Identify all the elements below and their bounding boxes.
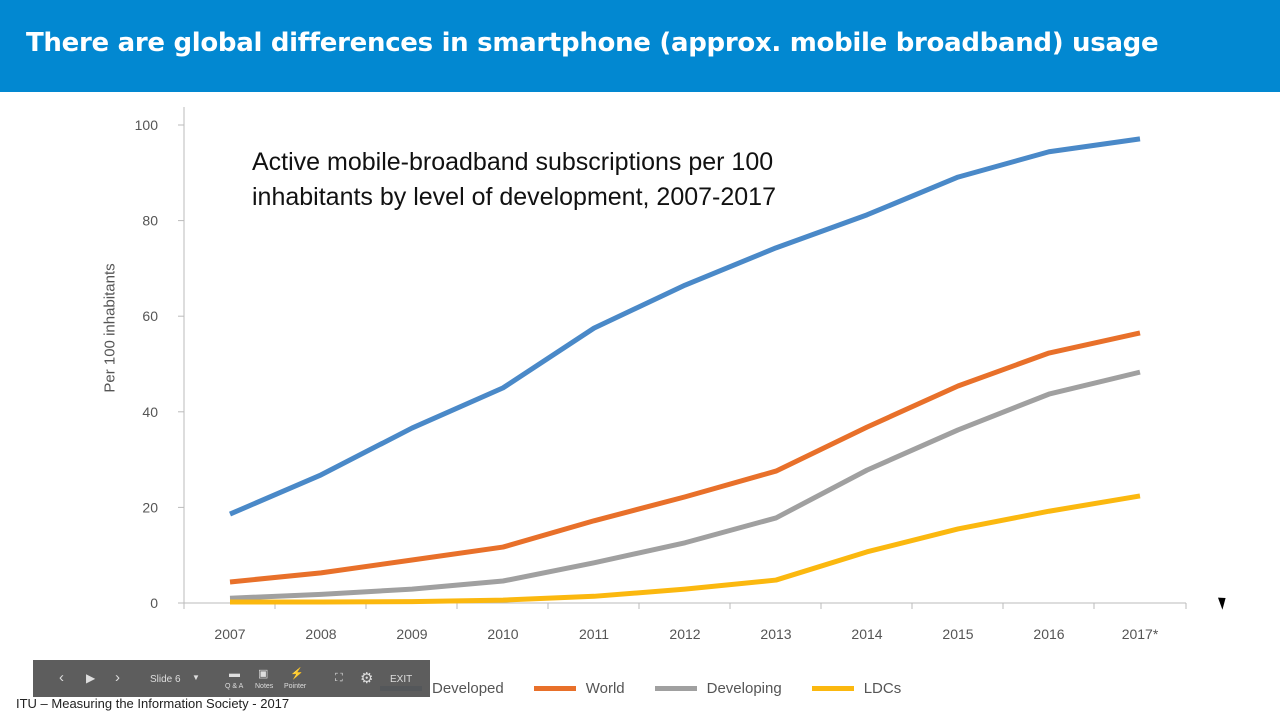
x-tick-label: 2010 <box>487 626 518 642</box>
next-slide-icon[interactable]: › <box>115 669 120 686</box>
x-tick-label: 2017* <box>1122 626 1159 642</box>
pointer-button[interactable]: Pointer <box>284 683 307 690</box>
previous-slide-icon[interactable]: ‹ <box>59 669 64 686</box>
qa-button[interactable]: Q & A <box>225 683 244 690</box>
notes-icon[interactable]: ▣ <box>258 668 269 680</box>
legend-label: Developing <box>706 680 782 697</box>
exit-button[interactable]: EXIT <box>390 674 413 685</box>
chart-title: Active mobile-broadband subscriptions pe… <box>252 145 776 215</box>
x-tick-label: 2014 <box>851 626 882 642</box>
y-tick-label: 40 <box>142 404 158 420</box>
legend-label: Developed <box>432 680 504 697</box>
legend: Developed World Developing LDCs <box>380 680 931 697</box>
x-tick-label: 2008 <box>305 626 336 642</box>
legend-item-developing: Developing <box>654 680 782 697</box>
dropdown-icon[interactable]: ▼ <box>192 673 200 682</box>
chart-title-line-2: inhabitants by level of development, 200… <box>252 183 776 211</box>
x-tick-label: 2015 <box>942 626 973 642</box>
legend-label: LDCs <box>863 680 902 697</box>
notes-button[interactable]: Notes <box>255 683 274 690</box>
y-tick-label: 0 <box>150 595 158 611</box>
line-chart: 0 20 40 60 80 100 2007 2008 2009 2010 2011 2012 2013… <box>135 107 1187 642</box>
legend-swatch <box>533 686 576 691</box>
settings-icon[interactable]: ⚙ <box>360 670 374 687</box>
legend-swatch <box>811 686 854 691</box>
slide-selector[interactable]: Slide 6 <box>150 674 181 685</box>
footer-source: ITU – Measuring the Information Society … <box>16 696 290 711</box>
y-tick-label: 100 <box>135 117 159 133</box>
legend-item-ldcs: LDCs <box>811 680 902 697</box>
y-tick-label: 80 <box>142 213 158 229</box>
x-tick-label: 2013 <box>760 626 791 642</box>
x-tick-label: 2007 <box>214 626 245 642</box>
y-axis-label: Per 100 inhabitants <box>101 263 119 393</box>
presenter-toolbar: ‹ ▶ › Slide 6 ▼ ▬ Q & A ▣ Notes ⚡ Pointe… <box>33 660 430 697</box>
qa-icon[interactable]: ▬ <box>229 668 240 680</box>
slide-header: There are global differences in smartpho… <box>0 0 1280 92</box>
legend-swatch <box>654 686 697 691</box>
y-tick-label: 60 <box>142 308 158 324</box>
x-tick-label: 2016 <box>1033 626 1064 642</box>
play-icon[interactable]: ▶ <box>86 671 96 685</box>
x-tick-label: 2009 <box>396 626 427 642</box>
series-line-ldcs <box>230 493 1141 605</box>
x-tick-label: 2011 <box>579 626 609 642</box>
slide-title: There are global differences in smartpho… <box>26 28 1159 58</box>
chart-title-line-1: Active mobile-broadband subscriptions pe… <box>252 148 774 176</box>
legend-label: World <box>585 680 625 697</box>
pointer-icon[interactable]: ⚡ <box>290 668 304 680</box>
x-tick-label: 2012 <box>669 626 700 642</box>
exit-fullscreen-icon[interactable]: ⛶ <box>335 672 343 684</box>
y-tick-label: 20 <box>142 499 158 515</box>
legend-item-world: World <box>533 680 625 697</box>
